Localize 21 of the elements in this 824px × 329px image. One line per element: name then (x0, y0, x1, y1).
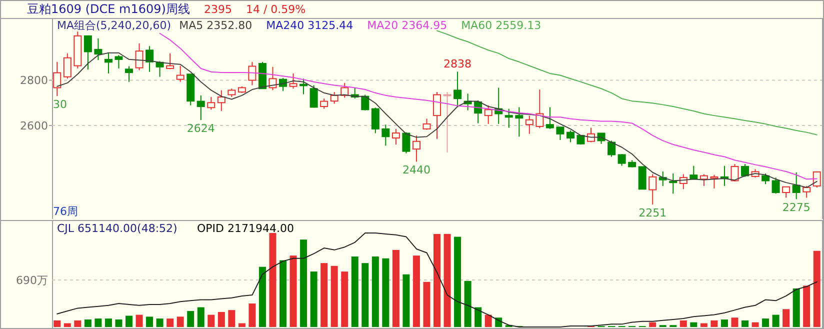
ref-line-label: 690万 (16, 274, 48, 287)
text: MA20 2364.95 (367, 19, 448, 32)
text: 2395 (204, 3, 232, 16)
annotation: OPID 2171944.00 (197, 222, 294, 235)
text: 2251 (638, 206, 667, 220)
text: 2624 (186, 122, 215, 136)
text: 14 / 0.59% (246, 3, 306, 16)
series-label: MA60 2559.13 (461, 19, 542, 32)
annotation: CJL 651140.00(48:52) (57, 222, 178, 235)
chart-title: 豆粕1609 (DCE m1609)周线 (27, 2, 190, 16)
y-tick-label: 2800 (20, 74, 48, 88)
text: 2275 (782, 201, 810, 214)
legend-label: MA240 3125.44 (266, 19, 354, 32)
text: MA5 2352.80 (179, 19, 252, 32)
line-series (436, 30, 818, 136)
annotation: 76周 (53, 205, 78, 218)
annotation: MA组合(5,240,20,60) (57, 19, 172, 32)
text: 2838 (444, 58, 472, 71)
y-tick-label: 2600 (20, 120, 48, 133)
text: 30 (53, 98, 67, 112)
text: 2440 (402, 164, 430, 177)
